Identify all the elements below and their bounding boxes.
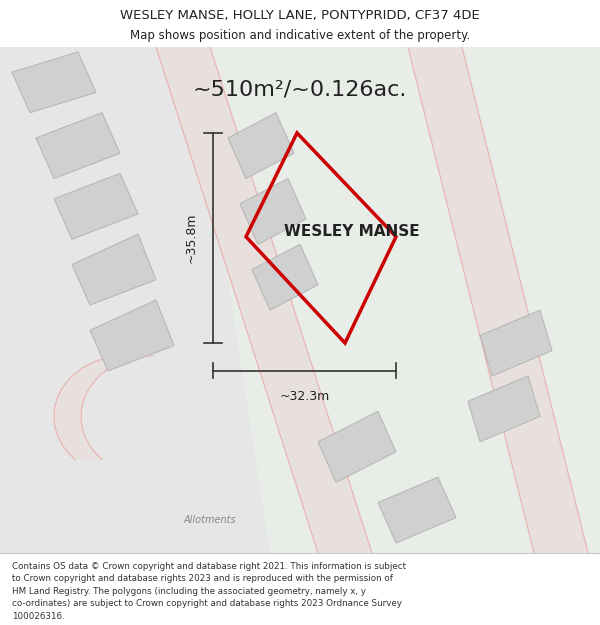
Text: Allotments: Allotments xyxy=(184,515,236,525)
Polygon shape xyxy=(378,478,456,543)
Polygon shape xyxy=(228,112,294,179)
Polygon shape xyxy=(468,376,540,442)
Text: Map shows position and indicative extent of the property.: Map shows position and indicative extent… xyxy=(130,29,470,42)
Polygon shape xyxy=(240,179,306,244)
Polygon shape xyxy=(90,300,174,371)
Text: ~35.8m: ~35.8m xyxy=(185,213,198,263)
Text: ~510m²/~0.126ac.: ~510m²/~0.126ac. xyxy=(193,80,407,100)
Polygon shape xyxy=(0,47,600,553)
Polygon shape xyxy=(408,47,588,553)
Polygon shape xyxy=(318,411,396,482)
Polygon shape xyxy=(72,234,156,305)
Polygon shape xyxy=(54,173,138,239)
Text: WESLEY MANSE, HOLLY LANE, PONTYPRIDD, CF37 4DE: WESLEY MANSE, HOLLY LANE, PONTYPRIDD, CF… xyxy=(120,9,480,22)
Polygon shape xyxy=(54,356,153,459)
Polygon shape xyxy=(156,47,372,553)
Text: ~32.3m: ~32.3m xyxy=(280,390,329,403)
Polygon shape xyxy=(480,310,552,376)
Polygon shape xyxy=(0,47,270,553)
Text: WESLEY MANSE: WESLEY MANSE xyxy=(284,224,420,239)
Text: Contains OS data © Crown copyright and database right 2021. This information is : Contains OS data © Crown copyright and d… xyxy=(12,562,406,621)
Polygon shape xyxy=(252,244,318,310)
Polygon shape xyxy=(36,112,120,179)
Polygon shape xyxy=(12,52,96,112)
